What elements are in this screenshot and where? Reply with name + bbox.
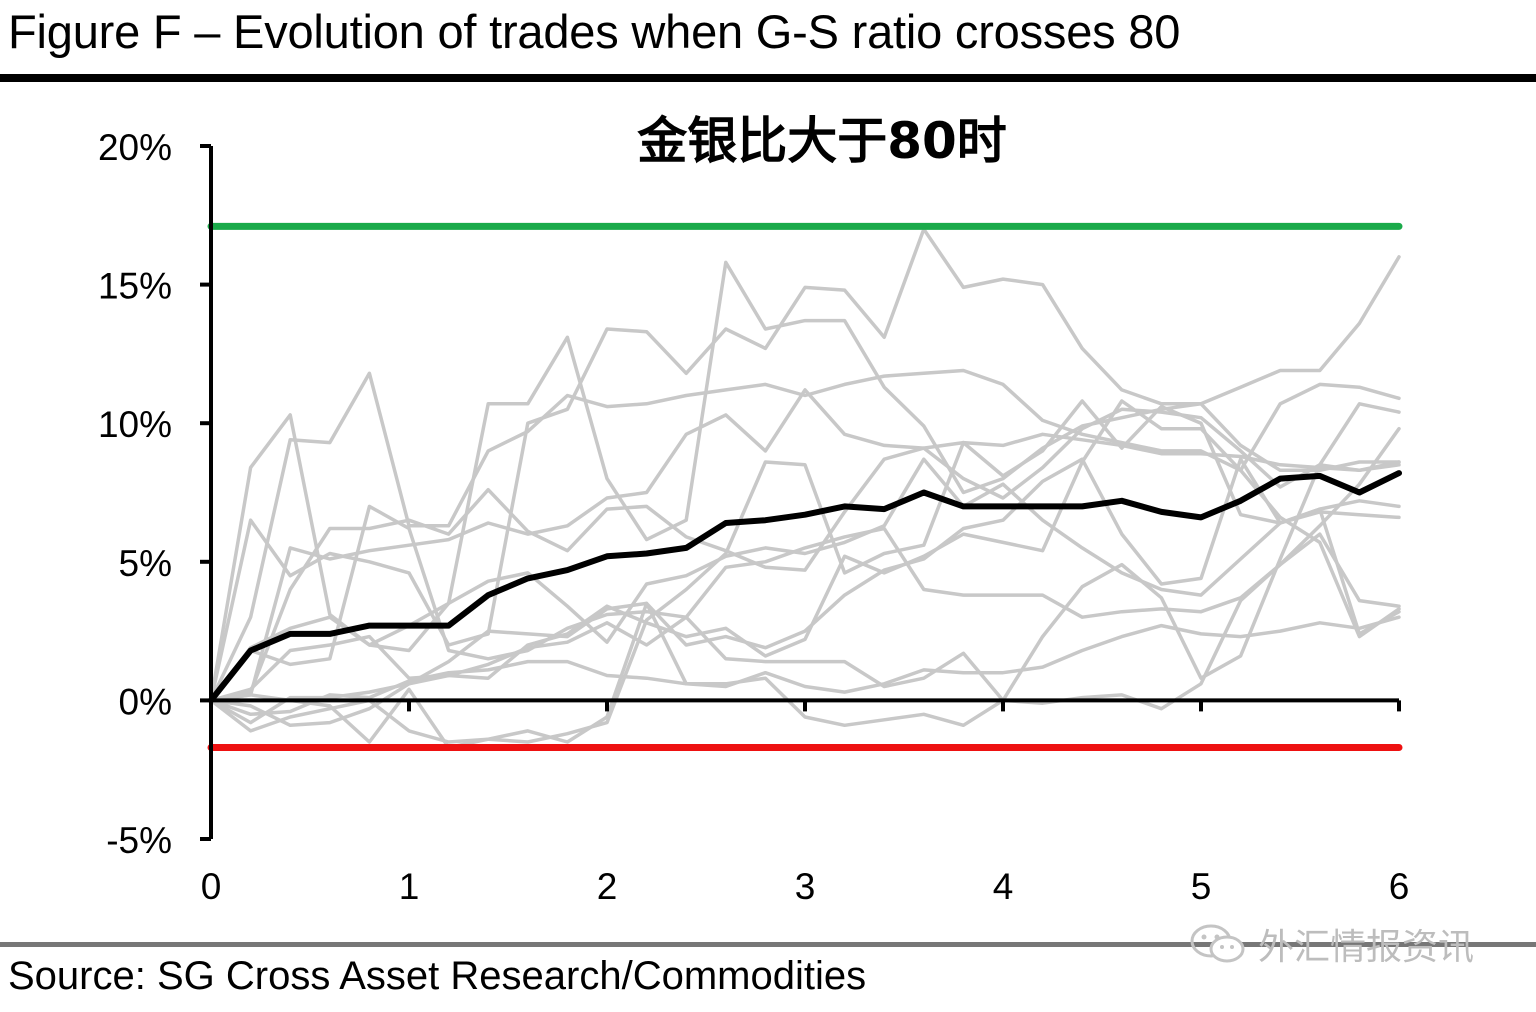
average-trade-line [208, 470, 1402, 704]
trade-line-12 [209, 399, 1401, 750]
y-tick-label: 0% [119, 681, 172, 722]
individual-trades-group [209, 227, 1401, 750]
y-tick-label: -5% [106, 820, 172, 861]
y-tick-label: 10% [98, 404, 172, 445]
watermark: 外汇情报资讯 [1188, 920, 1474, 968]
trade-line-11 [209, 615, 1401, 717]
trade-line-3 [209, 368, 1401, 703]
trade-line-9 [209, 402, 1401, 703]
average-group [208, 470, 1402, 704]
x-tick-label: 4 [993, 866, 1014, 907]
x-tick-label: 6 [1389, 866, 1410, 907]
trade-line-4 [209, 426, 1401, 703]
x-tick-label: 0 [201, 866, 222, 907]
y-tick-label: 15% [98, 266, 172, 307]
y-tick-label: 20% [98, 127, 172, 168]
watermark-text: 外汇情报资讯 [1258, 927, 1475, 968]
x-tick-label: 1 [399, 866, 420, 907]
figure-title: Figure F – Evolution of trades when G-S … [8, 5, 1181, 58]
trade-line-6 [209, 407, 1401, 703]
trade-line-7 [209, 457, 1401, 703]
wechat-icon [1190, 924, 1245, 963]
chart-title: 金银比大于80时 [637, 112, 1007, 170]
trade-line-2 [209, 227, 1401, 703]
title-rule [0, 74, 1536, 82]
bottom-rule [0, 942, 1536, 947]
y-tick-label: 5% [119, 543, 172, 584]
x-tick-label: 3 [795, 866, 816, 907]
trade-line-5 [209, 388, 1401, 703]
trade-line-13 [209, 532, 1401, 744]
axes-group: -5% 0% 5% 10% 15% 20% 0 1 2 3 4 5 6 [98, 127, 1409, 907]
trade-evolution-chart: -5% 0% 5% 10% 15% 20% 0 1 2 3 4 5 6 金银比大于80时 [98, 112, 1409, 907]
x-tick-label: 2 [597, 866, 618, 907]
trade-line-10 [209, 399, 1401, 728]
x-tick-label: 5 [1191, 866, 1212, 907]
trade-line-8 [209, 457, 1401, 725]
source-note: Source: SG Cross Asset Research/Commodit… [8, 954, 867, 998]
thresholds-group [207, 222, 1403, 752]
